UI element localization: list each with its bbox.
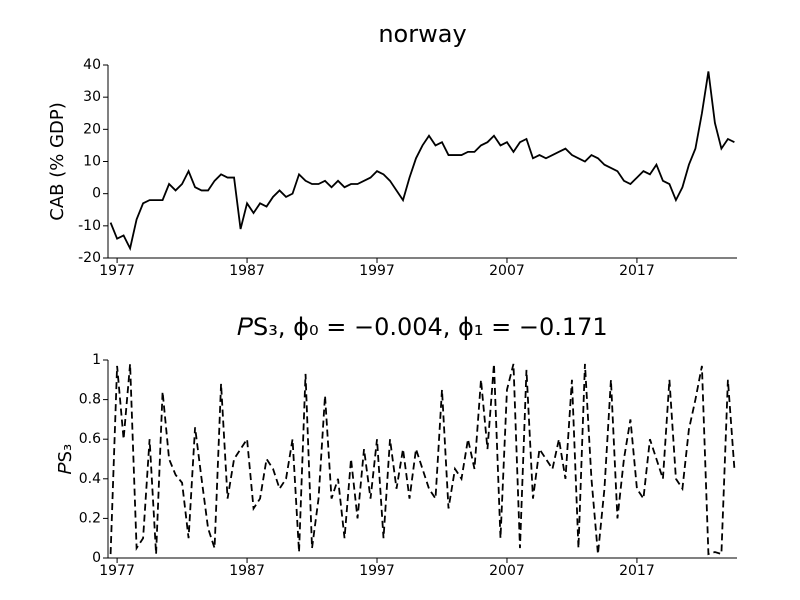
x-tick-label: 1997 <box>359 263 395 279</box>
x-tick-label: 1977 <box>99 263 135 279</box>
y-tick-label: -20 <box>78 250 101 266</box>
x-tick-label: 1987 <box>229 563 265 579</box>
y-tick-label: 20 <box>83 121 101 137</box>
x-tick-label: 2017 <box>619 563 655 579</box>
data-line <box>109 363 736 556</box>
x-tick-label: 2017 <box>619 263 655 279</box>
y-tick-label: 0.6 <box>79 431 101 447</box>
y-tick-label: 1 <box>92 352 101 368</box>
x-tick-label: 1997 <box>359 563 395 579</box>
x-tick-label: 1987 <box>229 263 265 279</box>
y-axis-label: CAB (% GDP) <box>47 102 68 221</box>
x-tick-label: 2007 <box>489 563 525 579</box>
y-tick-label: 10 <box>83 154 101 170</box>
y-tick-label: 0.4 <box>79 471 101 487</box>
y-tick-label: -10 <box>78 218 101 234</box>
chart-title: norway <box>378 20 466 48</box>
data-line <box>109 71 735 251</box>
chart-title: 𝑃S₃, ϕ₀ = −0.004, ϕ₁ = −0.171 <box>237 313 607 341</box>
y-tick-label: 0 <box>92 186 101 202</box>
y-tick-label: 0.8 <box>79 392 101 408</box>
y-tick-label: 30 <box>83 89 101 105</box>
y-axis-label: 𝑃S₃ <box>55 444 76 474</box>
y-tick-label: 40 <box>83 57 101 73</box>
y-tick-label: 0 <box>92 550 101 566</box>
x-tick-label: 2007 <box>489 263 525 279</box>
y-tick-label: 0.2 <box>79 510 101 526</box>
x-tick-label: 1977 <box>99 563 135 579</box>
